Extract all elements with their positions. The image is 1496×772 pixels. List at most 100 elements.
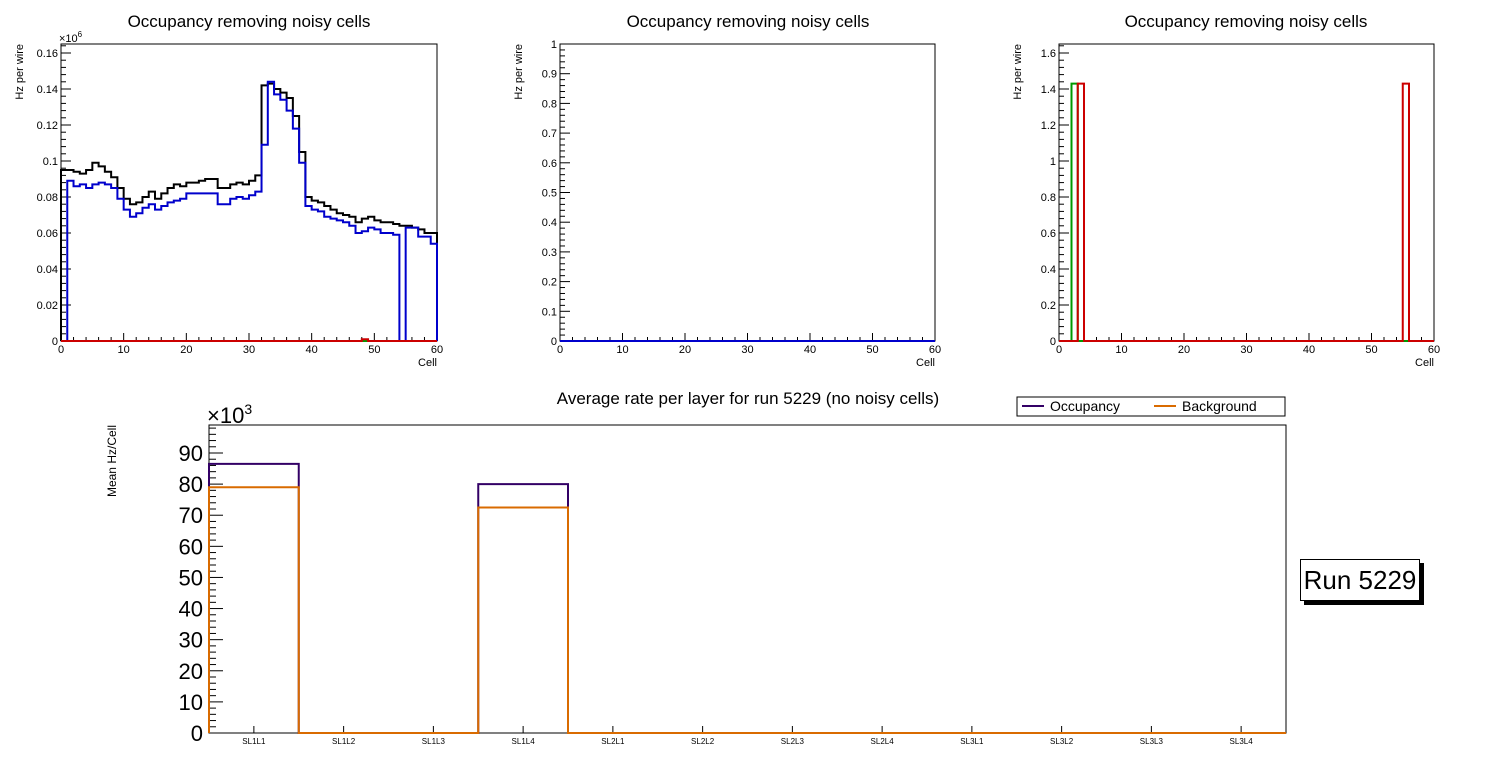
y-tick-label: 0.06 — [37, 228, 58, 240]
y-tick-label: 0.7 — [542, 128, 557, 140]
series-occupancy — [208, 462, 1286, 734]
y-tick-label: 40 — [179, 597, 203, 622]
category-label: SL1L1 — [242, 737, 266, 746]
x-tick-label: 30 — [243, 344, 255, 356]
category-label: SL1L4 — [512, 737, 536, 746]
category-label: SL3L3 — [1140, 737, 1164, 746]
y-tick-label: 0.6 — [542, 158, 557, 170]
x-tick-label: 20 — [679, 344, 691, 356]
x-tick-label: 50 — [866, 344, 878, 356]
y-tick-label: 0.12 — [37, 120, 58, 132]
category-label: SL2L2 — [691, 737, 715, 746]
y-tick-label: 0.1 — [43, 156, 58, 168]
category-label: SL3L1 — [960, 737, 984, 746]
plot-frame — [1058, 43, 1435, 342]
x-tick-label: 10 — [1115, 344, 1127, 356]
x-tick-label: 50 — [1365, 344, 1377, 356]
y-tick-label: 0.04 — [37, 264, 58, 276]
y-tick-label: 50 — [179, 565, 203, 590]
y-tick-label: 0.2 — [1041, 300, 1056, 312]
y-tick-label: 0.8 — [542, 98, 557, 110]
legend-label: Occupancy — [1050, 398, 1120, 414]
x-tick-label: 0 — [1056, 344, 1062, 356]
y-tick-label: 1 — [551, 39, 557, 51]
y-tick-label: 0.5 — [542, 188, 557, 200]
y-tick-label: 0.16 — [37, 48, 58, 60]
y-tick-label: 60 — [179, 534, 203, 559]
chart-title: Occupancy removing noisy cells — [627, 12, 870, 31]
series-red — [1059, 82, 1434, 342]
x-tick-label: 60 — [1428, 344, 1440, 356]
exponent-label: ×103 — [207, 401, 252, 428]
y-tick-label: 0 — [191, 721, 203, 746]
exponent-label: ×106 — [59, 30, 83, 45]
y-tick-label: 1.2 — [1041, 120, 1056, 132]
plot-frame — [208, 424, 1287, 734]
hist-panel-1 — [60, 43, 438, 342]
category-label: SL1L3 — [422, 737, 446, 746]
y-tick-label: 0.08 — [37, 192, 58, 204]
y-axis-label: Hz per wire — [513, 44, 525, 100]
x-tick-label: 30 — [741, 344, 753, 356]
category-label: SL2L3 — [781, 737, 805, 746]
y-tick-label: 0.9 — [542, 69, 557, 81]
y-tick-label: 80 — [179, 472, 203, 497]
legend-label: Background — [1182, 398, 1257, 414]
x-tick-label: 40 — [1303, 344, 1315, 356]
hist-panel-2 — [559, 43, 936, 342]
category-label: SL1L2 — [332, 737, 356, 746]
series-background — [208, 486, 1286, 734]
category-label: SL2L4 — [871, 737, 895, 746]
series-blue — [61, 80, 438, 342]
y-axis-label: Hz per wire — [1012, 44, 1024, 100]
y-tick-label: 0 — [1050, 336, 1056, 348]
y-tick-label: 30 — [179, 628, 203, 653]
category-label: SL2L1 — [601, 737, 625, 746]
y-tick-label: 0.2 — [542, 277, 557, 289]
x-axis-label: Cell — [916, 357, 935, 369]
y-tick-label: 10 — [179, 690, 203, 715]
run-label-box: Run 5229 — [1300, 559, 1420, 601]
category-label: SL3L4 — [1230, 737, 1254, 746]
legend — [1016, 396, 1286, 417]
x-tick-label: 50 — [368, 344, 380, 356]
chart-title: Occupancy removing noisy cells — [128, 12, 371, 31]
y-tick-label: 0.4 — [1041, 264, 1056, 276]
chart-title: Average rate per layer for run 5229 (no … — [557, 389, 939, 408]
y-tick-label: 90 — [179, 441, 203, 466]
x-tick-label: 20 — [1178, 344, 1190, 356]
y-tick-label: 20 — [179, 659, 203, 684]
category-label: SL3L2 — [1050, 737, 1074, 746]
bar-panel — [208, 424, 1287, 734]
y-tick-label: 1.4 — [1041, 84, 1056, 96]
x-tick-label: 10 — [118, 344, 130, 356]
y-tick-label: 0.8 — [1041, 192, 1056, 204]
legend-box — [1016, 396, 1286, 417]
y-tick-label: 0.02 — [37, 300, 58, 312]
x-tick-label: 60 — [431, 344, 443, 356]
y-axis-label: Mean Hz/Cell — [105, 425, 119, 497]
y-tick-label: 1 — [1050, 156, 1056, 168]
y-tick-label: 0 — [52, 336, 58, 348]
chart-title: Occupancy removing noisy cells — [1125, 12, 1368, 31]
x-tick-label: 60 — [929, 344, 941, 356]
exponent-power: 6 — [78, 30, 83, 39]
x-tick-label: 0 — [557, 344, 563, 356]
y-tick-label: 0.3 — [542, 247, 557, 259]
x-tick-label: 10 — [616, 344, 628, 356]
series-green — [1059, 82, 1434, 342]
series-black — [60, 82, 438, 341]
exponent-power: 3 — [244, 401, 252, 417]
y-tick-label: 0.4 — [542, 217, 557, 229]
y-tick-label: 0.1 — [542, 306, 557, 318]
y-tick-label: 1.6 — [1041, 48, 1056, 60]
x-tick-label: 40 — [804, 344, 816, 356]
x-tick-label: 30 — [1240, 344, 1252, 356]
series-red — [61, 338, 437, 342]
plot-frame — [559, 43, 936, 342]
y-tick-label: 0.14 — [37, 84, 58, 96]
x-tick-label: 40 — [306, 344, 318, 356]
y-tick-label: 70 — [179, 503, 203, 528]
y-tick-label: 0 — [551, 336, 557, 348]
